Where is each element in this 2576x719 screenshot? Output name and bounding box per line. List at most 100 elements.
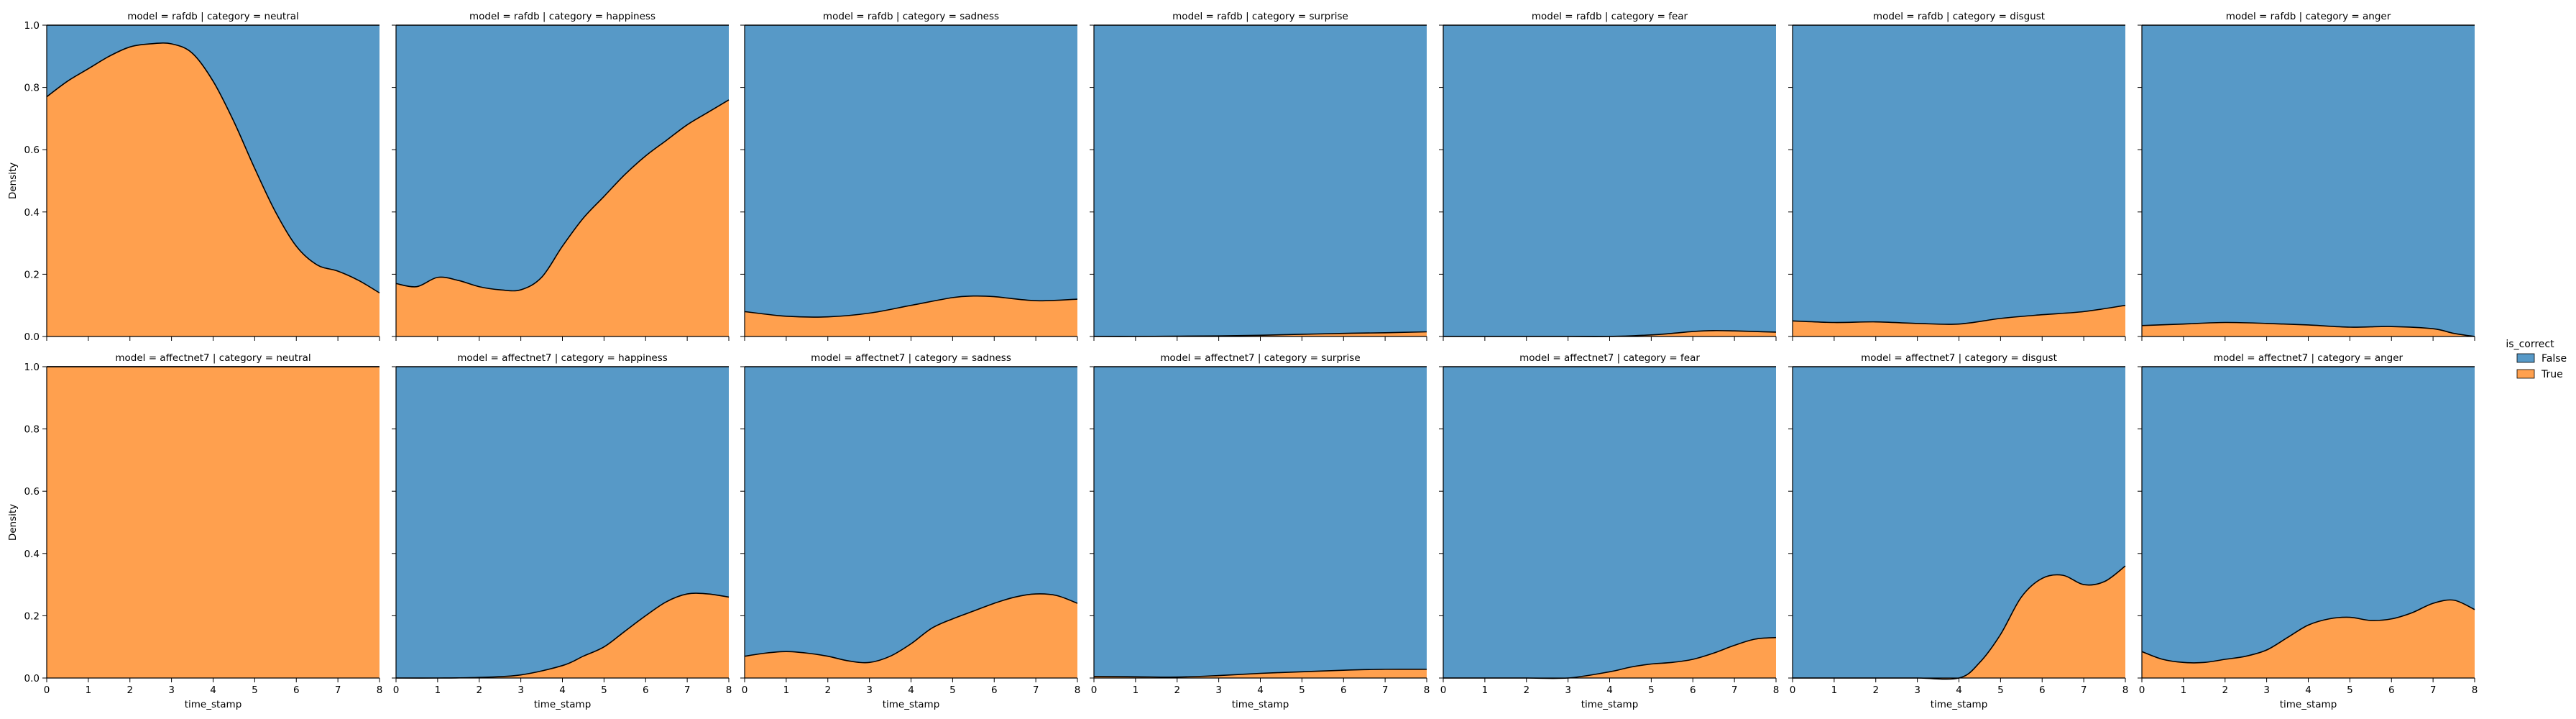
x-tick-label: 1 [86,684,92,696]
x-tick-label: 1 [783,684,790,696]
y-tick-label: 1.0 [24,20,40,32]
x-tick-label: 3 [1215,684,1222,696]
x-axis-label: time_stamp [1931,699,1988,710]
x-tick-label: 3 [168,684,175,696]
y-tick-label: 0.4 [24,207,40,219]
panel-0-5: model = rafdb | category = disgust [1788,11,2126,341]
x-tick-label: 3 [518,684,524,696]
x-tick-label: 8 [1424,684,1430,696]
facet-panels: model = rafdb | category = neutral 0.0 0.2… [7,11,2478,710]
panel-title: model = affectnet7 | category = surprise [1160,352,1360,364]
x-tick-label: 4 [1606,684,1613,696]
x-axis-label: time_stamp [534,699,592,710]
panel-title: model = rafdb | category = fear [1532,11,1688,22]
panel-title: model = affectnet7 | category = fear [1519,352,1700,364]
x-tick-label: 0 [44,684,50,696]
x-tick-label: 6 [991,684,998,696]
x-tick-label: 7 [335,684,341,696]
boundary-line [2141,599,2475,664]
panel-title: model = rafdb | category = sadness [823,11,999,22]
x-tick-label: 3 [866,684,873,696]
x-tick-label: 0 [1790,684,1796,696]
x-tick-label: 7 [2081,684,2087,696]
x-tick-label: 0 [2139,684,2145,696]
x-tick-label: 4 [1257,684,1264,696]
y-axis-label: Density [7,162,19,199]
panel-title: model = rafdb | category = surprise [1172,11,1348,22]
x-tick-label: 5 [1299,684,1305,696]
x-tick-label: 4 [1956,684,1962,696]
y-tick-label: 0.6 [24,486,40,498]
boundary-line [46,42,380,294]
x-tick-label: 0 [742,684,748,696]
x-axis-label: time_stamp [1232,699,1289,710]
legend-swatch-false [2516,353,2535,363]
area-false [1094,367,1427,678]
x-tick-label: 2 [2222,684,2228,696]
panel-0-4: model = rafdb | category = fear [1439,11,1777,341]
x-tick-label: 6 [2388,684,2395,696]
x-tick-label: 0 [1091,684,1098,696]
x-tick-label: 7 [684,684,691,696]
panel-0-3: model = rafdb | category = surprise [1090,11,1427,341]
y-tick-label: 0.2 [24,610,40,622]
area-true [745,593,1077,678]
x-tick-label: 5 [601,684,607,696]
y-tick-label: 0.0 [24,673,40,684]
panel-title: model = rafdb | category = happiness [469,11,656,22]
x-tick-label: 0 [393,684,400,696]
boundary-line [744,593,1078,664]
x-tick-label: 0 [1440,684,1447,696]
panel-title: model = affectnet7 | category = anger [2214,352,2404,364]
y-tick-label: 0.2 [24,269,40,280]
x-tick-label: 5 [949,684,956,696]
area-true [745,296,1077,336]
panel-title: model = rafdb | category = neutral [127,11,299,22]
panel-1-3: model = affectnet7 | category = surprise… [1090,352,1430,710]
panel-title: model = affectnet7 | category = happines… [457,352,668,364]
area-true [1793,566,2125,679]
panel-0-6: model = rafdb | category = anger [2138,11,2475,341]
boundary-line [395,592,730,679]
x-tick-label: 2 [824,684,831,696]
area-false [1793,25,2125,336]
x-tick-label: 8 [1075,684,1081,696]
legend-title: is_correct [2506,339,2554,350]
x-tick-label: 7 [1382,684,1389,696]
area-true [396,99,729,337]
y-axis-label: Density [7,504,19,541]
area-true [1793,305,2125,336]
x-tick-label: 6 [643,684,649,696]
y-tick-label: 0.0 [24,331,40,343]
panel-1-2: model = affectnet7 | category = sadness 0… [740,352,1080,710]
boundary-line [744,295,1078,318]
area-false [1094,25,1427,336]
panel-0-2: model = rafdb | category = sadness [740,11,1078,341]
area-true [2142,322,2475,336]
x-tick-label: 4 [559,684,566,696]
x-tick-label: 4 [908,684,914,696]
x-tick-label: 5 [1648,684,1655,696]
x-tick-label: 2 [126,684,133,696]
panel-0-1: model = rafdb | category = happiness [392,11,730,341]
panel-1-0: model = affectnet7 | category = neutral 0… [7,352,382,710]
x-tick-label: 5 [252,684,258,696]
x-axis-label: time_stamp [883,699,940,710]
area-true [396,593,729,679]
x-tick-label: 2 [476,684,482,696]
boundary-line [1093,668,1427,678]
x-tick-label: 1 [2181,684,2187,696]
x-tick-label: 8 [2472,684,2478,696]
x-tick-label: 5 [2347,684,2353,696]
panel-0-0: model = rafdb | category = neutral 0.0 0.2… [7,11,380,343]
panel-1-1: model = affectnet7 | category = happines… [392,352,732,710]
panel-1-5: model = affectnet7 | category = disgust 0… [1788,352,2128,710]
y-tick-label: 0.6 [24,145,40,156]
x-axis-label: time_stamp [185,699,242,710]
area-false [2142,25,2475,336]
y-tick-label: 0.8 [24,83,40,94]
boundary-line [395,99,730,292]
legend: is_correct False True [2506,339,2567,380]
panel-title: model = rafdb | category = disgust [1873,11,2045,22]
